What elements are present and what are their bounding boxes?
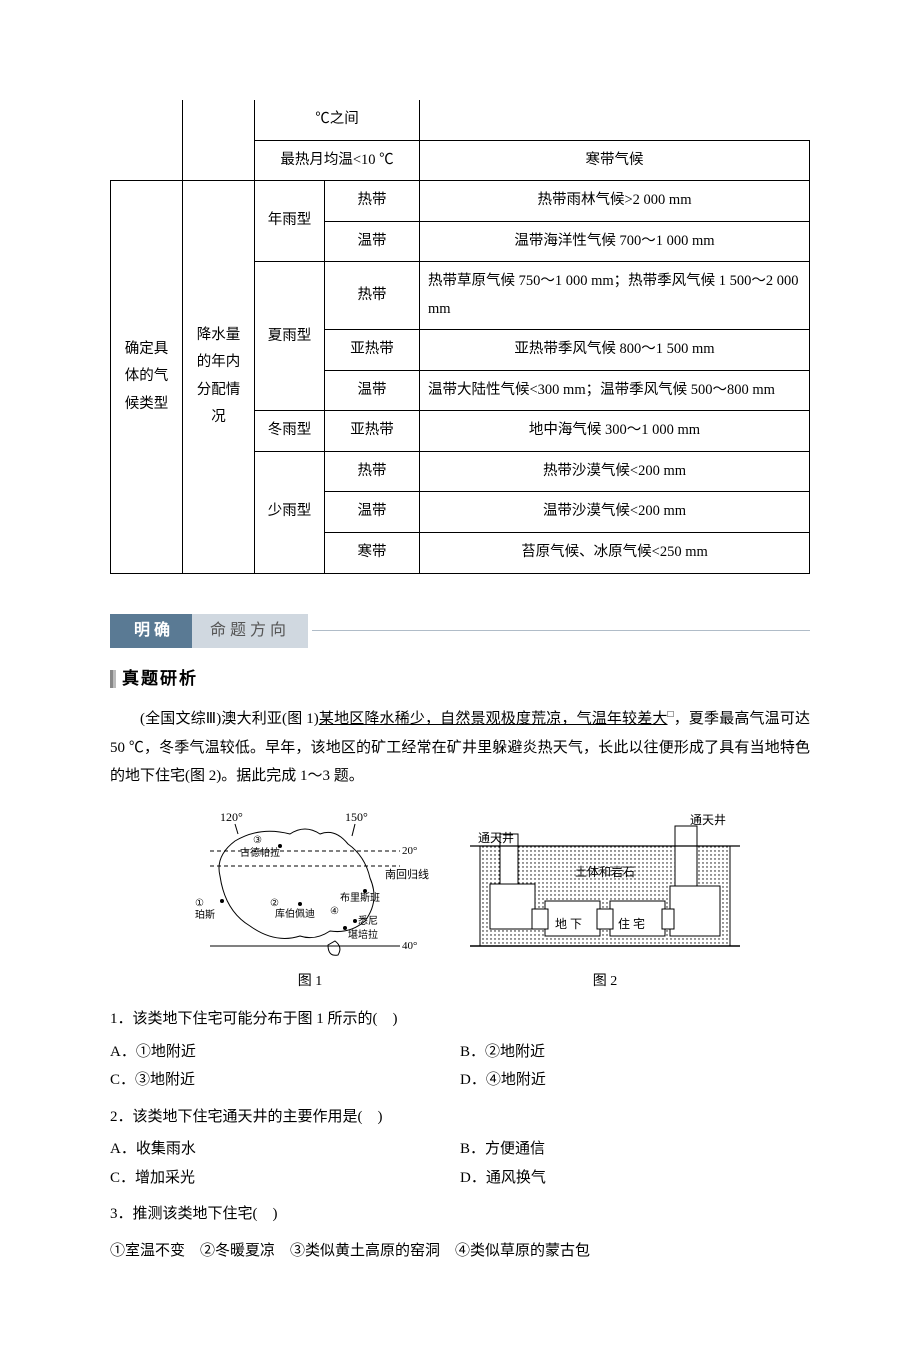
mark2: ② (270, 898, 279, 909)
cell: 最热月均温<10 ℃ (255, 140, 420, 181)
marker-icon (110, 670, 116, 688)
mark1: ① (195, 898, 204, 909)
cell: 夏雨型 (255, 262, 325, 411)
city2: 库伯佩迪 (275, 907, 315, 920)
q2-A: A．收集雨水 (110, 1135, 460, 1164)
city4: 珀斯 (195, 908, 215, 921)
cell: 苔原气候、冰原气候<250 mm (420, 533, 810, 574)
cell: 热带 (325, 181, 420, 222)
q1-A: A．①地附近 (110, 1038, 460, 1067)
q1-C: C．③地附近 (110, 1066, 460, 1095)
q1-D: D．④地附近 (460, 1066, 810, 1095)
sky1: 通天井 (478, 831, 514, 845)
cell: 温带大陆性气候<300 mm；温带季风气候 500～800 mm (420, 370, 810, 411)
cell: 寒带 (325, 533, 420, 574)
figure-2: 通天井 通天井 土体和岩石 地 下 住 宅 图 2 (470, 806, 740, 996)
intro-underline: 某地区降水稀少，自然景观极度荒凉，气温年较差大 (319, 711, 668, 727)
intro-paragraph: (全国文综Ⅲ)澳大利亚(图 1)某地区降水稀少，自然景观极度荒凉，气温年较差大□… (110, 705, 810, 791)
cell: 亚热带季风气候 800～1 500 mm (420, 330, 810, 371)
figures-row: 120° 150° 20° 南回归线 40° ③ 古德帕拉 ① 珀斯 (110, 806, 810, 996)
city5: 悉尼 (358, 915, 378, 927)
cell: ℃之间 (255, 100, 420, 140)
cell: 地中海气候 300～1 000 mm (420, 411, 810, 452)
section-banner: 明确 命题方向 (110, 614, 810, 648)
under: 地 下 (555, 917, 582, 931)
cell: 温带沙漠气候<200 mm (420, 492, 810, 533)
lat20: 20° (402, 845, 417, 857)
cell: 热带雨林气候>2 000 mm (420, 181, 810, 222)
banner-right: 命题方向 (192, 614, 308, 648)
cell: 少雨型 (255, 451, 325, 573)
q3-items: ①室温不变 ②冬暖夏凉 ③类似黄土高原的窑洞 ④类似草原的蒙古包 (110, 1237, 810, 1266)
lon120: 120° (220, 810, 243, 824)
sub-heading-text: 真题研析 (122, 663, 198, 695)
sky2: 通天井 (690, 813, 726, 827)
intro-a: (全国文综Ⅲ)澳大利亚(图 1) (140, 711, 319, 727)
figure-1: 120° 150° 20° 南回归线 40° ③ 古德帕拉 ① 珀斯 (180, 806, 440, 996)
banner-line (312, 630, 810, 631)
cell: 温带 (325, 221, 420, 262)
q1-B: B．②地附近 (460, 1038, 810, 1067)
sub-heading: 真题研析 (110, 663, 810, 695)
q3-stem: 3．推测该类地下住宅( ) (110, 1200, 810, 1229)
cell: 热带 (325, 262, 420, 330)
cell: 亚热带 (325, 330, 420, 371)
q2-stem: 2．该类地下住宅通天井的主要作用是( ) (110, 1103, 810, 1132)
cell: 降水量的年内分配情况 (183, 181, 255, 573)
q1-stem: 1．该类地下住宅可能分布于图 1 所示的( ) (110, 1005, 810, 1034)
cell: 温带 (325, 370, 420, 411)
q2-D: D．通风换气 (460, 1164, 810, 1193)
climate-table: ℃之间 最热月均温<10 ℃ 寒带气候 确定具体的气候类型 降水量的年内分配情况… (110, 100, 810, 574)
city1: 古德帕拉 (240, 846, 280, 859)
house: 住 宅 (618, 916, 645, 931)
cell: 热带 (325, 451, 420, 492)
fig2-caption: 图 2 (470, 969, 740, 996)
city6: 堪培拉 (348, 928, 378, 941)
cell: 热带草原气候 750～1 000 mm；热带季风气候 1 500～2 000 m… (420, 262, 810, 330)
cell: 年雨型 (255, 181, 325, 262)
cell: 温带 (325, 492, 420, 533)
q2-C: C．增加采光 (110, 1164, 460, 1193)
q1-options: A．①地附近 B．②地附近 C．③地附近 D．④地附近 (110, 1038, 810, 1095)
lat40: 40° (402, 940, 417, 952)
mark3: ③ (253, 835, 262, 846)
tropic: 南回归线 (385, 867, 429, 881)
lon150: 150° (345, 810, 368, 824)
cell: 寒带气候 (420, 140, 810, 181)
soil: 土体和岩石 (575, 864, 635, 879)
q2-B: B．方便通信 (460, 1135, 810, 1164)
cell: 冬雨型 (255, 411, 325, 452)
cell: 热带沙漠气候<200 mm (420, 451, 810, 492)
mark4: ④ (330, 906, 339, 917)
cell: 亚热带 (325, 411, 420, 452)
city3: 布里斯班 (340, 891, 380, 904)
cell: 温带海洋性气候 700～1 000 mm (420, 221, 810, 262)
banner-left: 明确 (110, 614, 192, 648)
cell: 确定具体的气候类型 (111, 181, 183, 573)
fig1-caption: 图 1 (180, 969, 440, 996)
q2-options: A．收集雨水 B．方便通信 C．增加采光 D．通风换气 (110, 1135, 810, 1192)
